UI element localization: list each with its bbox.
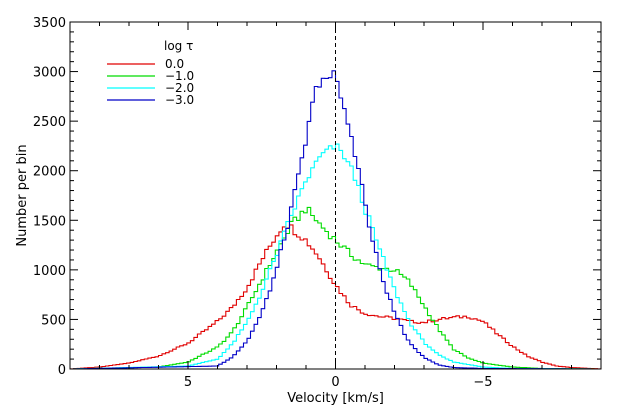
y-axis-label: Number per bin (15, 144, 30, 246)
legend-label-4: −3.0 (165, 93, 194, 107)
y-tick-label: 0 (58, 363, 66, 378)
series-line-4 (70, 70, 601, 370)
x-tick-label: 0 (331, 375, 339, 390)
legend-label-3: −2.0 (165, 81, 194, 95)
x-tick-label: 5 (184, 375, 192, 390)
x-tick-label: −5 (473, 375, 492, 390)
y-tick-label: 2000 (33, 165, 66, 180)
y-tick-label: 1000 (33, 264, 66, 279)
y-tick-label: 2500 (33, 115, 66, 130)
y-tick-label: 3500 (33, 16, 66, 31)
legend-label-2: −1.0 (165, 69, 194, 83)
y-tick-label: 3000 (33, 66, 66, 81)
y-tick-label: 500 (41, 313, 66, 328)
y-tick-label: 1500 (33, 214, 66, 229)
legend-label-1: 0.0 (165, 57, 184, 71)
legend-title: log τ (164, 39, 193, 53)
legend: log τ 0.0−1.0−2.0−3.0 (107, 39, 194, 107)
axes: 5 0 −5 0 500 1000 1500 2000 2500 3000 3500 (33, 16, 602, 390)
x-axis-label: Velocity [km/s] (287, 391, 384, 406)
plot-area (70, 22, 602, 370)
series-line-1 (70, 224, 602, 370)
